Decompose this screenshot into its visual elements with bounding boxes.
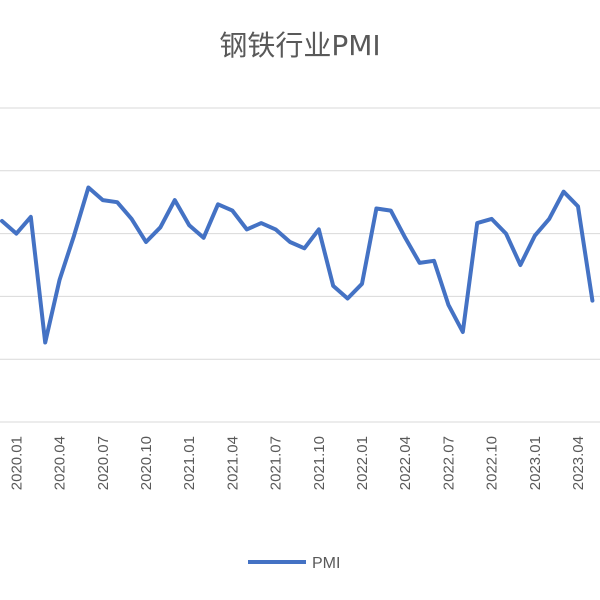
data-point [202,236,206,240]
data-point [72,234,76,238]
data-point [518,263,523,267]
data-point [187,223,191,227]
data-point [86,185,90,190]
data-point [101,198,105,202]
gridlines [0,107,600,423]
data-point [418,261,422,265]
data-point [0,219,4,223]
legend: PMI [248,555,340,572]
data-point [216,202,220,206]
x-tick-label: 2022.01 [354,436,371,490]
data-point [331,284,335,288]
data-point [533,234,537,238]
data-point [490,217,494,221]
data-point [173,198,177,202]
data-point [317,227,321,231]
series-line-pmi [0,185,595,345]
data-point [14,232,18,236]
x-tick-label: 2021.01 [181,436,198,490]
data-point [274,227,278,231]
data-point [29,215,33,219]
legend-label-pmi: PMI [312,555,340,572]
data-point [432,259,436,263]
data-point [346,296,350,301]
x-axis-tick-labels: 2020.01 2020.04 2020.07 2020.10 2021.01 2021.… [8,436,587,490]
x-tick-label: 2020.10 [138,436,155,490]
series-layer [0,185,595,345]
x-tick-label: 2023.01 [527,436,544,490]
x-tick-label: 2020.04 [52,436,69,490]
data-point [259,221,263,225]
data-point [590,299,595,303]
x-tick-label: 2023.04 [570,436,587,490]
x-tick-label: 2022.07 [440,436,457,490]
data-point [302,246,306,250]
data-point [43,340,47,345]
data-point [562,190,566,194]
x-tick-label: 2022.04 [397,436,414,490]
data-point [504,232,508,236]
data-point [389,209,393,213]
data-point [547,217,551,221]
data-point [158,225,162,229]
x-tick-label: 2021.04 [224,436,241,490]
data-point [245,227,249,231]
x-tick-label: 2020.07 [95,436,112,490]
x-tick-label: 2021.07 [268,436,285,490]
chart-title: 钢铁行业PMI [219,29,380,62]
x-tick-label: 2022.10 [484,436,501,490]
data-point [475,221,479,225]
data-point [446,303,450,307]
data-point [403,236,407,240]
data-point [115,200,119,204]
x-tick-label: 2020.01 [8,436,25,490]
data-point [576,204,580,208]
data-point [461,330,465,334]
data-point [58,278,62,282]
data-point [288,240,292,244]
data-point [230,209,234,213]
data-point [130,217,134,221]
x-tick-label: 2021.10 [311,436,328,490]
data-point [144,240,148,244]
data-point [360,282,364,286]
data-point [374,206,378,211]
